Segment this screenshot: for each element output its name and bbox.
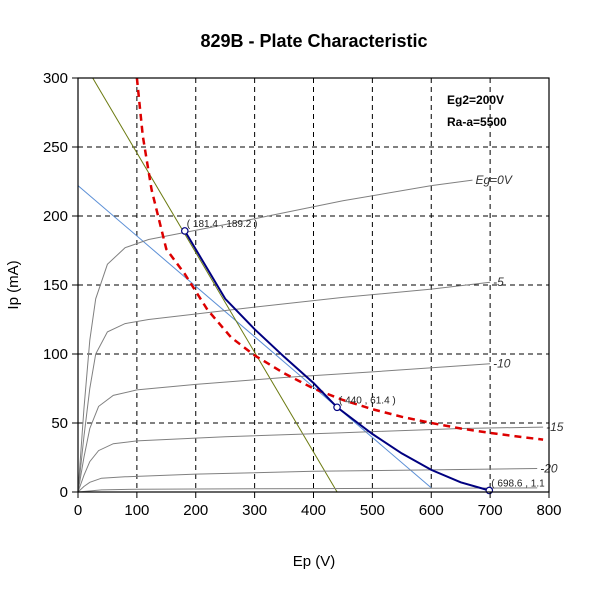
plate-curve-0	[77, 179, 473, 493]
y-tick-label: 0	[60, 484, 68, 501]
curve-label: -15	[546, 420, 564, 434]
plate-curve-4	[77, 468, 538, 493]
x-tick-label: 300	[242, 502, 267, 519]
chart-title: 829B - Plate Characteristic	[200, 31, 427, 51]
load-line	[183, 230, 490, 492]
curve-label: -10	[493, 357, 511, 371]
x-tick-label: 200	[183, 502, 208, 519]
x-tick-label: 800	[536, 502, 561, 519]
curve-label: Eg=0V	[475, 173, 512, 187]
y-tick-label: 250	[43, 139, 68, 156]
y-tick-label: 50	[51, 415, 68, 432]
y-tick-label: 300	[43, 70, 68, 87]
plate-curve-2	[77, 363, 491, 493]
curve-label: -5	[493, 275, 504, 289]
x-tick-label: 700	[478, 502, 503, 519]
plate-curve-5	[77, 487, 538, 493]
green-reference-line	[92, 77, 338, 493]
x-tick-label: 100	[124, 502, 149, 519]
x-axis-label: Ep (V)	[293, 553, 336, 570]
x-tick-label: 500	[360, 502, 385, 519]
max-dissipation-curve	[135, 77, 544, 441]
operating-point-label: ( 440 , 61.4 )	[339, 395, 396, 406]
operating-point-marker	[333, 403, 341, 412]
y-tick-label: 100	[43, 346, 68, 363]
x-tick-label: 600	[419, 502, 444, 519]
y-axis-label: Ip (mA)	[5, 260, 22, 309]
operating-point-label: ( 698.6 , 1.1	[491, 478, 545, 489]
blue-reference-line	[77, 185, 432, 489]
y-tick-label: 150	[43, 277, 68, 294]
x-tick-label: 0	[74, 502, 82, 519]
series-layer: Eg=0V-5-10-15-20	[77, 77, 564, 493]
x-tick-label: 400	[301, 502, 326, 519]
plate-curve-3	[77, 426, 544, 493]
grid-layer	[78, 78, 549, 492]
y-tick-label: 200	[43, 208, 68, 225]
operating-point-marker	[180, 227, 189, 235]
operating-point-label: ( 181.4 , 189.2 )	[187, 219, 258, 230]
plate-curve-1	[77, 281, 491, 493]
tick-layer: 0 100 200 300 400 500 600 700 800 0 50 100 150 200 250…	[43, 70, 562, 519]
info-eg2: Eg2=200V	[447, 93, 504, 107]
info-ra-a: Ra-a=5500	[447, 115, 507, 129]
